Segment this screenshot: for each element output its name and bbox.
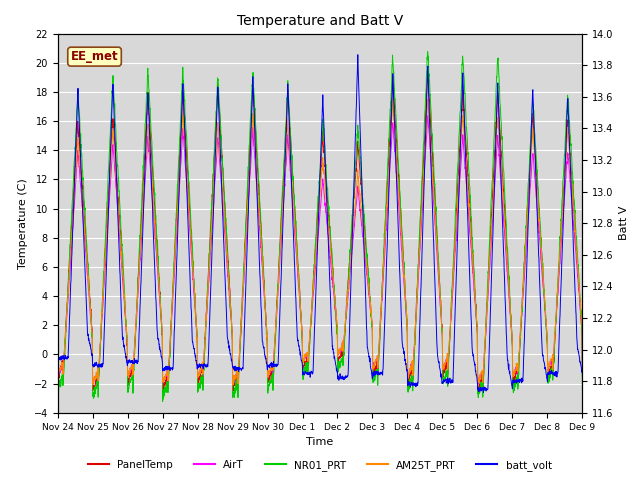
Text: EE_met: EE_met [70, 50, 118, 63]
X-axis label: Time: Time [307, 437, 333, 447]
Y-axis label: Temperature (C): Temperature (C) [18, 178, 28, 269]
Title: Temperature and Batt V: Temperature and Batt V [237, 14, 403, 28]
Y-axis label: Batt V: Batt V [620, 206, 629, 240]
Legend: PanelTemp, AirT, NR01_PRT, AM25T_PRT, batt_volt: PanelTemp, AirT, NR01_PRT, AM25T_PRT, ba… [84, 456, 556, 475]
